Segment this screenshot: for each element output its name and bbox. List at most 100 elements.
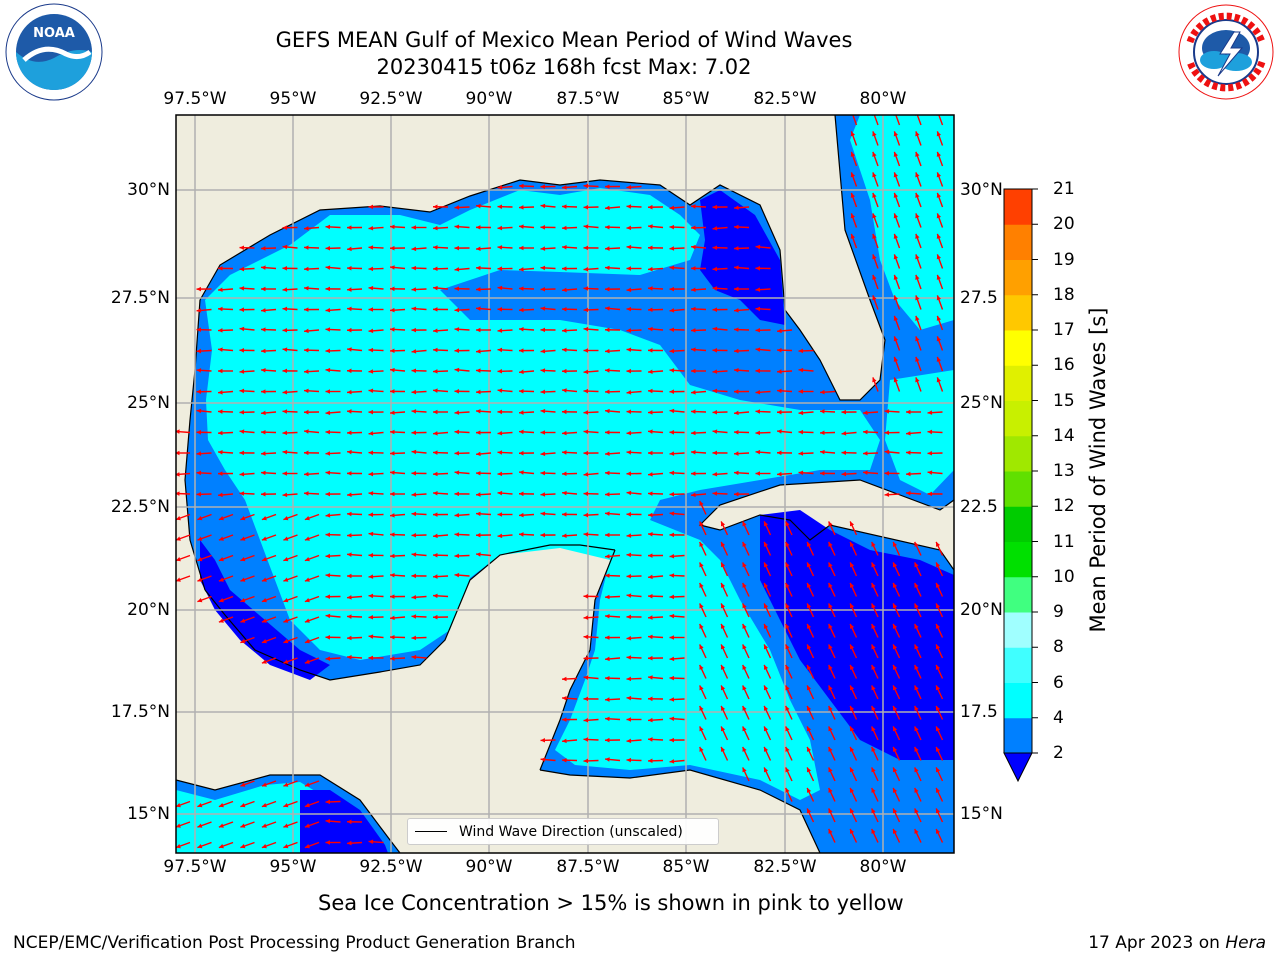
wind-wave-arrow xyxy=(916,115,922,126)
wind-wave-arrowhead xyxy=(454,348,459,353)
wind-wave-arrowhead xyxy=(626,593,632,598)
wind-wave-arrowhead xyxy=(626,430,632,436)
colorbar-tick-label: 8 xyxy=(1053,637,1064,658)
wind-wave-arrowhead xyxy=(261,470,266,476)
wind-wave-arrowhead xyxy=(390,429,395,435)
wind-wave-arrowhead xyxy=(197,597,203,603)
wind-wave-arrowhead xyxy=(476,389,481,395)
colorbar-tick-label: 19 xyxy=(1053,249,1075,270)
wind-wave-arrowhead xyxy=(691,287,696,292)
wind-wave-arrowhead xyxy=(691,368,696,374)
wind-wave-arrowhead xyxy=(368,839,374,845)
wind-wave-arrowhead xyxy=(648,307,653,313)
wind-wave-arrowhead xyxy=(583,410,589,415)
wind-wave-arrowhead xyxy=(648,410,653,415)
wind-wave-arrowhead xyxy=(936,213,942,219)
wind-wave-arrowhead xyxy=(282,409,288,414)
wind-wave-arrowhead xyxy=(239,388,245,394)
wind-wave-arrowhead xyxy=(841,450,847,455)
colorbar-tick-label: 11 xyxy=(1053,531,1075,552)
wind-wave-arrowhead xyxy=(872,233,877,239)
wind-wave-arrowhead xyxy=(261,265,266,270)
wind-wave-arrowhead xyxy=(871,562,876,568)
wind-wave-arrowhead xyxy=(411,306,417,312)
wind-wave-arrowhead xyxy=(583,472,589,477)
wind-wave-arrowhead xyxy=(892,767,898,773)
wind-wave-arrowhead xyxy=(699,603,704,609)
wind-wave-arrowhead xyxy=(648,532,653,537)
wind-wave-arrowhead xyxy=(304,491,309,496)
wind-wave-arrowhead xyxy=(433,245,438,250)
wind-wave-arrowhead xyxy=(699,623,704,629)
wind-wave-arrowhead xyxy=(915,192,920,198)
wind-wave-arrowhead xyxy=(648,348,653,353)
wind-wave-arrowhead xyxy=(935,582,941,588)
wind-wave-arrowhead xyxy=(777,409,782,415)
wind-wave-arrowhead xyxy=(433,512,438,517)
wind-wave-arrowhead xyxy=(347,635,352,641)
wind-wave-arrowhead xyxy=(282,389,288,395)
wind-wave-arrowhead xyxy=(368,266,374,272)
wind-wave-arrowhead xyxy=(798,451,804,456)
wind-wave-arrowhead xyxy=(892,705,898,711)
lon-tick-label-bottom: 92.5°W xyxy=(359,857,423,877)
wind-wave-arrowhead xyxy=(763,726,769,732)
wind-wave-arrowhead xyxy=(454,245,459,251)
wind-wave-arrowhead xyxy=(433,285,438,291)
wind-wave-arrowhead xyxy=(390,573,395,578)
wind-wave-arrowhead xyxy=(197,843,203,849)
wind-wave-arrowhead xyxy=(935,685,941,691)
wind-wave-arrowhead xyxy=(785,685,790,691)
wind-wave-arrowhead xyxy=(304,409,309,415)
colorbar-tick-label: 6 xyxy=(1053,672,1064,693)
wind-wave-arrowhead xyxy=(540,348,546,354)
wind-wave-arrowhead xyxy=(935,623,941,629)
wind-wave-arrowhead xyxy=(892,726,898,732)
wind-wave-arrowhead xyxy=(583,429,589,435)
wind-wave-arrowhead xyxy=(304,515,310,521)
wind-wave-arrowhead xyxy=(798,348,804,354)
wind-wave-arrowhead xyxy=(935,644,941,650)
wind-wave-arrowhead xyxy=(218,368,223,374)
wind-wave-arrowhead xyxy=(742,623,747,629)
wind-wave-arrowhead xyxy=(712,245,718,250)
wind-wave-arrowhead xyxy=(935,541,941,547)
wind-wave-arrowhead xyxy=(669,389,674,394)
wind-wave-arrowhead xyxy=(283,823,289,828)
wind-wave-arrowhead xyxy=(806,685,812,691)
wind-wave-arrowhead xyxy=(304,471,309,477)
wind-wave-arrowhead xyxy=(583,348,588,353)
wind-wave-arrowhead xyxy=(282,244,288,250)
wind-wave-arrowhead xyxy=(936,192,942,198)
wind-wave-arrowhead xyxy=(261,246,266,251)
wind-wave-arrowhead xyxy=(519,450,524,456)
wind-wave-arrowhead xyxy=(849,623,855,629)
wind-wave-arrowhead xyxy=(755,287,761,292)
wind-wave-arrowhead xyxy=(562,533,567,538)
lat-tick-label-left: 22.5°N xyxy=(110,497,170,517)
noaa-logo-text: NOAA xyxy=(33,26,75,41)
colorbar-segment xyxy=(1004,189,1032,225)
lat-tick-label-right: 27.5 xyxy=(960,288,998,308)
wind-wave-arrowhead xyxy=(648,574,653,580)
wind-wave-arrowhead xyxy=(519,224,524,229)
wind-wave-arrowhead xyxy=(785,664,790,670)
map-title: GEFS MEAN Gulf of Mexico Mean Period of … xyxy=(275,28,853,52)
wind-wave-arrowhead xyxy=(476,451,481,457)
wind-wave-arrowhead xyxy=(605,737,610,743)
wind-wave-arrowhead xyxy=(283,577,289,582)
wind-wave-arrowhead xyxy=(476,306,481,311)
wind-wave-arrowhead xyxy=(347,389,352,395)
wind-wave-arrowhead xyxy=(583,388,589,394)
wind-wave-arrowhead xyxy=(218,556,224,562)
wind-wave-arrowhead xyxy=(936,315,942,321)
wind-wave-arrowhead xyxy=(347,471,352,476)
wind-wave-arrowhead xyxy=(562,328,567,333)
wind-wave-arrowhead xyxy=(914,664,919,670)
wind-wave-arrowhead xyxy=(742,705,747,711)
wind-wave-arrowhead xyxy=(755,306,761,312)
wind-wave-arrowhead xyxy=(914,726,919,732)
wind-wave-arrowhead xyxy=(691,450,696,455)
wind-wave-arrowhead xyxy=(325,818,331,824)
